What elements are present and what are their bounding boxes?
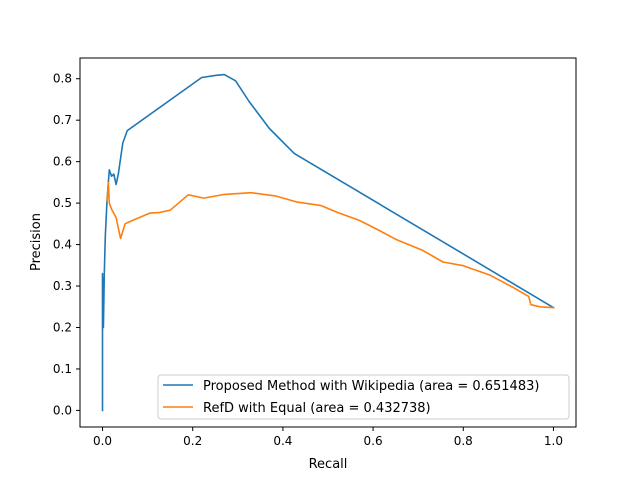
x-tick-label: 0.4 <box>273 434 292 448</box>
axes-frame <box>79 57 577 428</box>
y-tick-label: 0.8 <box>53 72 72 86</box>
y-tick-label: 0.7 <box>53 113 72 127</box>
x-tick-label: 0.6 <box>364 434 383 448</box>
x-tick-label: 0.0 <box>93 434 112 448</box>
legend-box <box>157 374 570 420</box>
x-tick-label: 1.0 <box>544 434 563 448</box>
y-tick-label: 0.4 <box>53 238 72 252</box>
legend-label-series-1: Proposed Method with Wikipedia (area = 0… <box>203 379 539 394</box>
legend: Proposed Method with Wikipedia (area = 0… <box>157 374 570 420</box>
y-tick-label: 0.1 <box>53 362 72 376</box>
y-axis-label: Precision <box>29 213 44 271</box>
y-tick-label: 0.6 <box>53 155 72 169</box>
x-tick-label: 0.2 <box>183 434 202 448</box>
x-tick-label: 0.8 <box>454 434 473 448</box>
x-axis-label: Recall <box>309 457 348 472</box>
x-axis-ticks: 0.0 0.2 0.4 0.6 0.8 1.0 <box>93 427 563 448</box>
series-line-2 <box>106 181 555 309</box>
y-tick-label: 0.5 <box>53 196 72 210</box>
series-layer <box>101 73 555 412</box>
legend-label-series-2: RefD with Equal (area = 0.432738) <box>203 401 431 416</box>
y-tick-label: 0.3 <box>53 279 72 293</box>
y-tick-label: 0.2 <box>53 320 72 334</box>
y-tick-label: 0.0 <box>53 403 72 417</box>
y-axis-ticks: 0.0 0.1 0.2 0.3 0.4 0.5 0.6 0.7 0.8 <box>53 72 80 417</box>
series-line-1 <box>101 73 555 412</box>
